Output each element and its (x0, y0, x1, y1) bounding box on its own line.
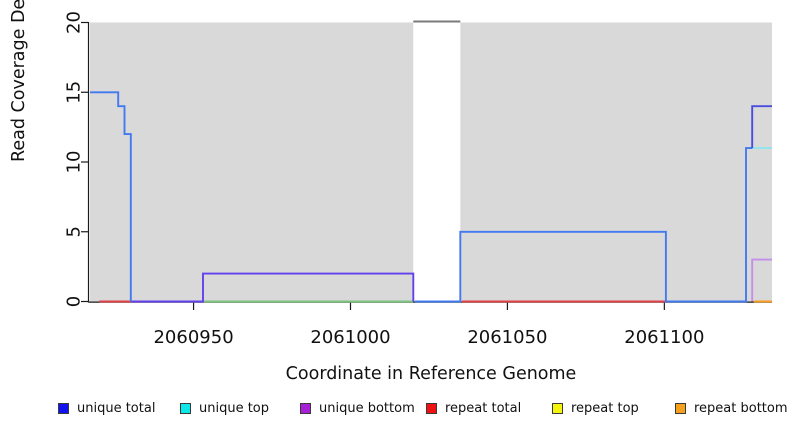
series-unique-total (90, 91, 132, 302)
series-unique-bottom (751, 258, 772, 302)
y-tick-label: 5 (64, 226, 85, 237)
x-tick-label: 2061050 (467, 327, 547, 348)
legend-swatch-icon (58, 402, 69, 414)
y-tick-label: 15 (64, 81, 85, 104)
legend-item-repeat-total: repeat total (426, 400, 521, 416)
series-unique-total (414, 147, 753, 303)
x-tick-label: 2060950 (153, 327, 233, 348)
legend-label: unique total (77, 400, 156, 416)
legend-item-repeat-top: repeat top (552, 400, 639, 416)
legend-label: unique bottom (319, 400, 415, 416)
series-unique-bottom (130, 272, 415, 303)
y-tick-label: 10 (64, 151, 85, 174)
legend-swatch-icon (675, 402, 686, 414)
legend-item-unique-total: unique total (58, 400, 155, 416)
x-tick-label: 2061000 (310, 327, 390, 348)
legend-swatch-icon (180, 402, 191, 414)
series-unique-total (751, 105, 772, 149)
x-tick-label: 2061100 (624, 327, 704, 348)
no-data-gap (413, 20, 461, 302)
legend: unique total unique top unique bottom repea… (0, 400, 792, 420)
legend-item-unique-bottom: unique bottom (300, 400, 415, 416)
legend-item-unique-top: unique top (180, 400, 269, 416)
legend-swatch-icon (300, 402, 311, 414)
plot-area: 0 5 10 15 20 2060950 2061000 2061050 2061100 (64, 11, 772, 348)
legend-label: repeat top (571, 400, 639, 416)
legend-label: unique top (199, 400, 270, 416)
legend-item-repeat-bottom: repeat bottom (675, 400, 788, 416)
legend-label: repeat bottom (694, 400, 788, 416)
legend-label: repeat total (445, 400, 522, 416)
x-axis-title: Coordinate in Reference Genome (285, 364, 577, 384)
y-tick-label: 0 (64, 296, 85, 307)
y-tick-label: 20 (64, 11, 85, 34)
legend-swatch-icon (552, 402, 563, 414)
legend-swatch-icon (426, 402, 437, 414)
